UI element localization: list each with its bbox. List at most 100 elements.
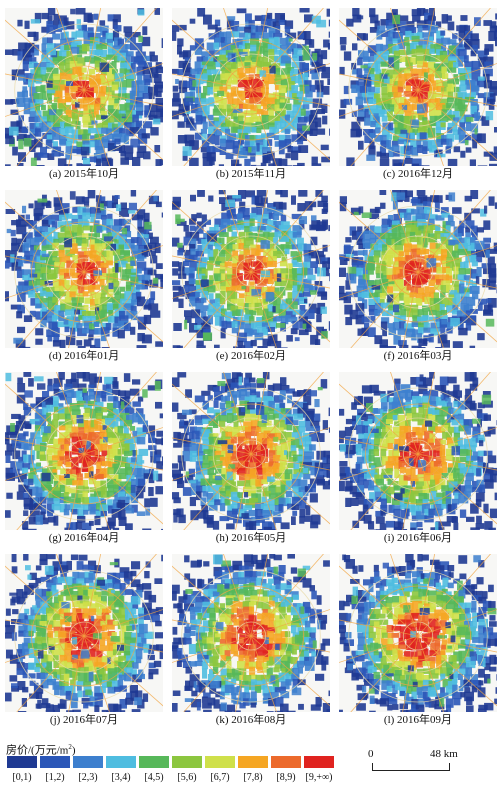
radial-road [56, 8, 85, 91]
price-cell [75, 522, 83, 530]
price-cell [393, 266, 403, 276]
price-cell [226, 207, 236, 213]
price-cell [72, 148, 83, 154]
price-cell [232, 244, 241, 250]
price-cell [118, 303, 125, 313]
price-cell [302, 104, 310, 110]
price-cell [272, 383, 282, 391]
price-cell [126, 493, 135, 500]
price-cell [18, 139, 24, 150]
price-cell [231, 467, 239, 473]
price-cell [284, 139, 292, 149]
price-cell [388, 122, 394, 131]
price-cell [76, 613, 85, 623]
price-cell [303, 389, 312, 396]
price-cell [77, 346, 86, 348]
price-cell [46, 503, 55, 514]
panel-caption: (h) 2016年05月 [215, 532, 287, 544]
price-cell [244, 255, 252, 266]
price-cell [54, 305, 62, 313]
price-cell [101, 127, 109, 134]
ring-road [392, 247, 444, 297]
price-cell [35, 122, 40, 127]
price-cell [118, 607, 129, 618]
price-cell [144, 230, 150, 238]
price-cell [65, 152, 72, 160]
price-cell [69, 487, 80, 494]
price-cell [226, 287, 236, 293]
price-cell [190, 248, 199, 257]
price-cell [460, 296, 467, 304]
price-cell [64, 86, 70, 96]
radial-road [68, 453, 85, 530]
price-cell [57, 232, 67, 238]
price-cell [143, 473, 153, 479]
price-cell [46, 449, 53, 456]
price-cell [275, 473, 285, 479]
price-cell [381, 98, 390, 105]
price-cell [281, 484, 287, 494]
price-cell [440, 327, 446, 335]
price-cell [105, 323, 112, 330]
price-cell [305, 426, 316, 432]
price-cell [72, 571, 80, 580]
price-cell [415, 293, 426, 303]
price-cell [298, 74, 305, 84]
price-cell [440, 280, 451, 286]
price-cell [41, 253, 50, 257]
price-cell [47, 497, 55, 504]
price-cell [405, 432, 412, 439]
price-cell [232, 163, 242, 166]
price-cell [278, 225, 286, 234]
price-cell [393, 481, 399, 490]
price-cell [238, 302, 247, 313]
price-cell [393, 315, 402, 323]
price-cell [392, 505, 402, 511]
price-cell [83, 339, 92, 347]
price-cell [293, 492, 303, 501]
price-cell [16, 269, 25, 278]
ring-road [14, 23, 154, 157]
price-cell [238, 224, 244, 230]
price-cell [119, 255, 127, 265]
price-cell [399, 26, 409, 36]
price-cell [91, 120, 98, 126]
price-cell [124, 579, 130, 585]
price-cell [304, 85, 311, 92]
price-cell [385, 69, 395, 79]
price-cell [300, 108, 306, 116]
price-cell [214, 224, 219, 232]
price-cell [274, 225, 281, 234]
price-cell [142, 602, 152, 611]
price-cell [494, 492, 497, 501]
price-cell [42, 311, 47, 321]
price-cell [83, 304, 89, 314]
price-cell [132, 430, 138, 439]
price-cell [422, 238, 428, 248]
price-cell [137, 414, 146, 425]
price-cell [200, 279, 209, 288]
price-cell [268, 400, 275, 411]
price-cell [36, 401, 45, 407]
price-cell [465, 232, 471, 239]
price-cell [435, 317, 442, 323]
price-cell [299, 310, 305, 317]
price-cell [452, 498, 460, 505]
price-cell [469, 383, 478, 391]
price-cell [244, 225, 252, 233]
price-cell [272, 21, 281, 29]
price-cell [34, 67, 42, 78]
price-cell [65, 56, 75, 64]
price-cell [273, 221, 284, 230]
price-cell [285, 491, 293, 498]
price-cell [434, 521, 439, 530]
price-cell [308, 121, 318, 131]
price-cell [83, 104, 91, 114]
price-cell [172, 268, 179, 276]
price-cell [495, 13, 497, 20]
price-cell [21, 126, 29, 133]
price-cell [118, 601, 128, 610]
price-cell [268, 269, 279, 280]
price-cell [404, 116, 411, 123]
price-cell [71, 613, 79, 623]
